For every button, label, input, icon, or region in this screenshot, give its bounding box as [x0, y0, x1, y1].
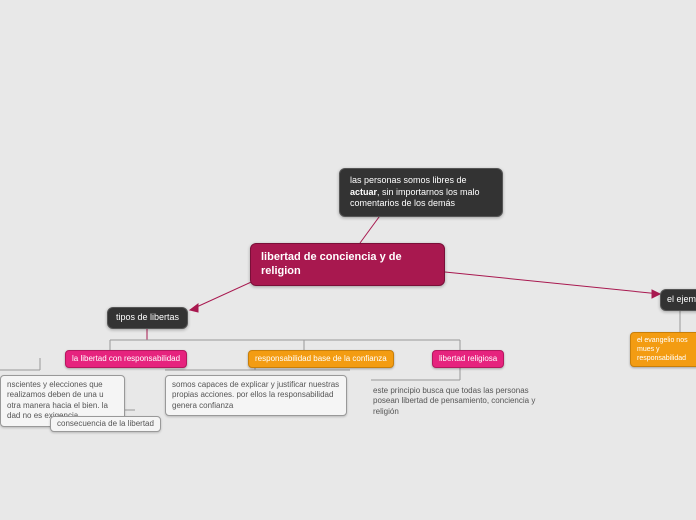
node-consec[interactable]: consecuencia de la libertad	[50, 416, 161, 432]
node-lib-relig[interactable]: libertad religiosa	[432, 350, 504, 368]
node-evangelio-label: el evangelio nos mues y responsabilidad	[637, 337, 688, 362]
note-actuar-pre: las personas somos libres de	[350, 175, 467, 185]
node-ejemplo-label: el ejemp	[667, 294, 696, 304]
node-consec-label: consecuencia de la libertad	[57, 419, 154, 428]
node-ejemplo[interactable]: el ejemp	[660, 289, 696, 311]
node-resp-base[interactable]: responsabilidad base de la confianza	[248, 350, 394, 368]
note-actuar-bold: actuar	[350, 187, 377, 197]
desc-left-text: nscientes y elecciones que realizamos de…	[7, 380, 108, 420]
root-node[interactable]: libertad de conciencia y de religion	[250, 243, 445, 286]
note-actuar[interactable]: las personas somos libres de actuar, sin…	[339, 168, 503, 217]
desc-mid: somos capaces de explicar y justificar n…	[165, 375, 347, 416]
desc-right-text: este principio busca que todas las perso…	[373, 386, 535, 416]
desc-right: este principio busca que todas las perso…	[371, 384, 551, 419]
root-label: libertad de conciencia y de religion	[261, 251, 402, 277]
node-lib-resp-label: la libertad con responsabilidad	[72, 354, 180, 363]
node-lib-relig-label: libertad religiosa	[439, 354, 497, 363]
node-tipos-label: tipos de libertas	[116, 312, 179, 322]
node-resp-base-label: responsabilidad base de la confianza	[255, 354, 387, 363]
desc-mid-text: somos capaces de explicar y justificar n…	[172, 380, 339, 410]
node-tipos[interactable]: tipos de libertas	[107, 307, 188, 329]
node-evangelio[interactable]: el evangelio nos mues y responsabilidad	[630, 332, 696, 367]
node-lib-resp[interactable]: la libertad con responsabilidad	[65, 350, 187, 368]
